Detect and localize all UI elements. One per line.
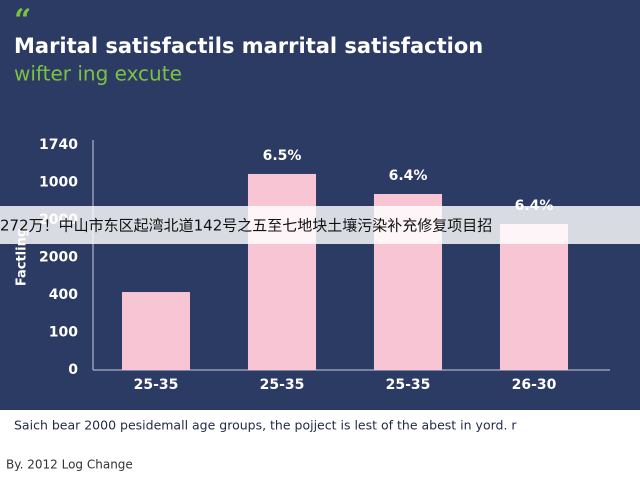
x-tick-label: 25-35	[260, 377, 305, 393]
bar-annotation: 6.4%	[389, 168, 428, 184]
bar	[121, 292, 191, 370]
chart-title: Marital satisfactils marrital satisfacti…	[14, 34, 483, 58]
banner-text: 272万！中山市东区起湾北道142号之五至七地块土壤污染补充修复项目招	[0, 217, 492, 235]
y-tick-label: 2000	[39, 250, 78, 266]
y-tick-label: 100	[49, 325, 78, 341]
footer: By. 2012 Log Change	[6, 458, 133, 472]
bar-annotation: 6.5%	[263, 148, 302, 164]
caption: Saich bear 2000 pesidemall age groups, t…	[14, 418, 517, 433]
x-tick-label: 26-30	[512, 377, 557, 393]
y-tick-label: 1740	[39, 137, 78, 153]
chart-subtitle: wifter ing excute	[14, 62, 182, 86]
y-tick-label: 400	[49, 287, 78, 303]
bar	[499, 224, 569, 370]
y-tick-label: 0	[68, 362, 78, 378]
x-tick-label: 25-35	[386, 377, 431, 393]
quote-mark: “	[14, 3, 31, 38]
banner-layer: 272万！中山市东区起湾北道142号之五至七地块土壤污染补充修复项目招	[0, 206, 640, 244]
banner-band	[0, 206, 640, 244]
x-tick-label: 25-35	[134, 377, 179, 393]
bar	[247, 173, 317, 370]
y-tick-label: 1000	[39, 175, 78, 191]
footer-background	[0, 410, 640, 480]
